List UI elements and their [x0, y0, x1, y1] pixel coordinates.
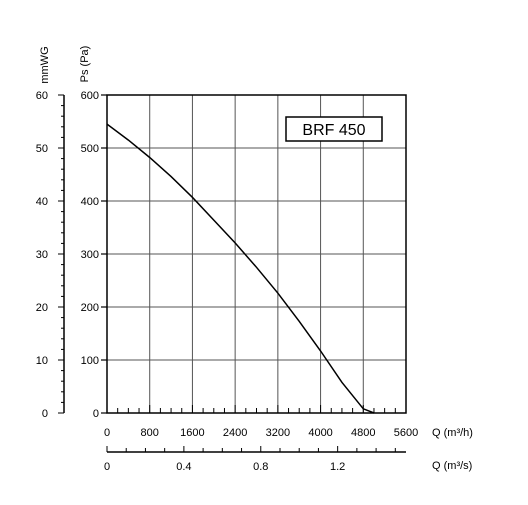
- m3h-tick-label: 4000: [308, 427, 332, 439]
- m3h-tick-label: 3200: [266, 427, 290, 439]
- mmwg-tick-label: 0: [42, 408, 48, 420]
- m3h-tick-label: 800: [141, 427, 159, 439]
- m3h-tick-label: 5600: [394, 427, 418, 439]
- m3h-axis-label: Q (m³/h): [432, 427, 473, 439]
- m3s-tick-label: 0: [104, 461, 110, 473]
- m3h-tick-label: 2400: [223, 427, 247, 439]
- mmwg-tick-label: 60: [36, 90, 48, 102]
- mmwg-axis-label: mmWG: [39, 46, 51, 83]
- mmwg-tick-label: 10: [36, 355, 48, 367]
- pa-tick-label: 0: [93, 408, 99, 420]
- pa-tick-label: 300: [81, 249, 99, 261]
- pa-axis: 0 100 200 300 400 500 600: [81, 90, 107, 420]
- mmwg-axis: 0 10 20 30 40 50 60: [36, 90, 65, 420]
- m3s-axis: 0 0.4 0.8 1.2: [104, 446, 406, 473]
- m3s-axis-label: Q (m³/s): [432, 460, 472, 472]
- m3s-tick-label: 0.8: [253, 461, 268, 473]
- m3h-axis: 0 800 1600 2400 3200 4000 4800 5600: [104, 405, 418, 439]
- mmwg-tick-label: 30: [36, 249, 48, 261]
- mmwg-tick-label: 20: [36, 302, 48, 314]
- m3h-tick-label: 4800: [351, 427, 375, 439]
- m3s-tick-label: 1.2: [330, 461, 345, 473]
- pa-tick-label: 200: [81, 302, 99, 314]
- chart-title: BRF 450: [302, 122, 365, 139]
- m3h-tick-label: 0: [104, 427, 110, 439]
- mmwg-tick-label: 50: [36, 143, 48, 155]
- title-box: [285, 116, 383, 142]
- fan-curve-line: [106, 123, 375, 414]
- mmwg-tick-label: 40: [36, 196, 48, 208]
- pa-tick-label: 600: [81, 90, 99, 102]
- m3h-tick-label: 1600: [180, 427, 204, 439]
- pa-axis-label: Ps (Pa): [79, 46, 91, 83]
- pa-tick-label: 400: [81, 196, 99, 208]
- grid: [107, 95, 406, 413]
- m3s-tick-label: 0.4: [176, 461, 191, 473]
- pa-tick-label: 500: [81, 143, 99, 155]
- pa-tick-label: 100: [81, 355, 99, 367]
